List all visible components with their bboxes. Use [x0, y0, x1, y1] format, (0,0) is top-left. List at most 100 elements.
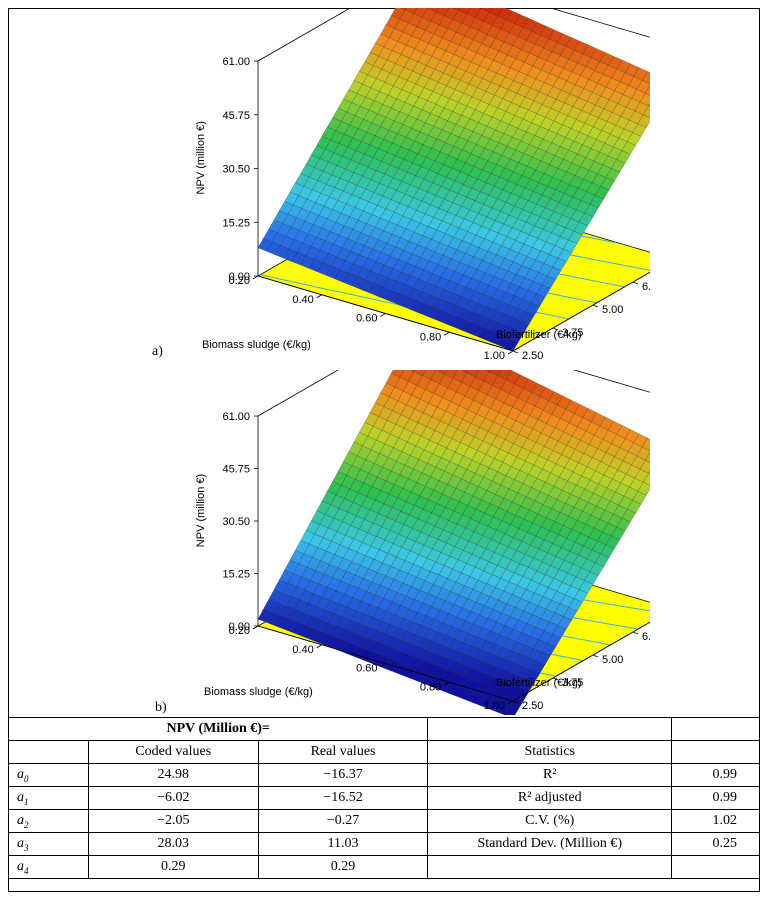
statistic-name: C.V. (%) [427, 809, 673, 833]
coded-value: −2.05 [87, 809, 259, 833]
statistic-name: Standard Dev. (Million €) [427, 832, 673, 856]
statistic-value: 0.99 [671, 786, 760, 810]
table-empty-cell [427, 717, 673, 741]
y-tick-mark [512, 700, 519, 704]
x-tick-label: 1.00 [484, 350, 505, 362]
real-value: 11.03 [257, 832, 429, 856]
y-tick-label: 5.00 [602, 654, 623, 666]
panel-label-a: a) [152, 344, 163, 359]
x-tick-label: 0.80 [420, 681, 441, 693]
x-tick-mark [316, 294, 322, 299]
coef-cell: a0 [8, 763, 89, 787]
real-value: −16.37 [257, 763, 429, 787]
x-tick-mark [252, 275, 259, 280]
y-tick-mark [552, 327, 559, 331]
x-tick-mark [444, 331, 450, 336]
table-body: a0 24.98 −16.37 R² 0.99 a1 −6.02 −16.52 R² adjus… [8, 763, 760, 879]
y-tick-mark [592, 304, 599, 308]
real-value: −0.27 [257, 809, 429, 833]
table-empty-cell [671, 740, 760, 764]
surface-plot-a: 61.00 45.75 30.50 15.25 0.00 NPV (million €) 0… [195, 8, 650, 362]
box-edge [572, 370, 650, 393]
table-row: a0 24.98 −16.37 R² 0.99 [8, 763, 760, 787]
table-row: a2 −2.05 −0.27 C.V. (%) 1.02 [8, 809, 760, 833]
y-tick-label: 2.50 [522, 700, 543, 712]
coef-cell: a4 [8, 855, 89, 879]
z-axis-label: NPV (million €) [195, 121, 207, 194]
y-tick-mark [552, 677, 559, 681]
statistic-name: R² [427, 763, 673, 787]
table-title-row: NPV (Million €)= [7, 717, 760, 741]
z-tick-label: 61.00 [222, 56, 250, 68]
coefficient-table: NPV (Million €)= Coded values Real value… [7, 717, 760, 879]
z-tick-label: 0.00 [229, 621, 250, 633]
z-tick-label: 45.75 [222, 464, 250, 476]
z-tick-label: 15.25 [222, 217, 250, 229]
box-edge [257, 370, 339, 417]
table-row: a3 28.03 11.03 Standard Dev. (Million €) 0.2… [8, 832, 760, 856]
statistic-value [671, 855, 760, 879]
statistic-name: R² adjusted [427, 786, 673, 810]
x-axis-label: Biomass sludge (€/kg) [202, 339, 311, 351]
x-tick-mark [507, 350, 514, 355]
x-tick-label: 1.00 [484, 700, 505, 712]
x-tick-label: 0.40 [292, 644, 313, 656]
y-tick-mark [512, 350, 519, 354]
real-value: −16.52 [257, 786, 429, 810]
table-row: a4 0.29 0.29 [8, 855, 760, 879]
col-header-real: Real values [257, 740, 429, 764]
y-tick-mark [592, 654, 599, 658]
surface-plot-b: 61.00 45.75 30.50 15.25 0.00 NPV (million €) 0… [195, 370, 650, 715]
table-empty-cell [8, 740, 89, 764]
statistic-name [427, 855, 673, 879]
coef-cell: a1 [8, 786, 89, 810]
surface-cell [257, 609, 273, 623]
box-edge [257, 8, 351, 62]
x-tick-label: 0.80 [420, 331, 441, 343]
x-tick-mark [252, 625, 259, 630]
z-tick-label: 15.25 [222, 569, 250, 581]
y-tick-mark [632, 281, 639, 285]
x-tick-mark [380, 313, 386, 317]
table-row: a1 −6.02 −16.52 R² adjusted 0.99 [8, 786, 760, 810]
x-tick-mark [507, 700, 514, 705]
y-axis-label: Biofertilizer (€/kg) [496, 329, 582, 341]
z-axis-label: NPV (million €) [195, 474, 207, 547]
y-tick-label: 3.75 [562, 677, 583, 689]
y-axis-label: Biofertilizer (€/kg) [496, 677, 582, 689]
y-tick-label: 6.25 [642, 631, 650, 643]
surface-mesh [257, 8, 650, 352]
x-tick-mark [316, 644, 322, 649]
x-tick-label: 0.20 [229, 625, 250, 637]
x-tick-mark [444, 681, 450, 686]
y-tick-label: 3.75 [562, 327, 583, 339]
x-tick-label: 0.40 [292, 294, 313, 306]
surface-cell [257, 238, 273, 252]
x-tick-label: 0.20 [229, 275, 250, 287]
coded-value: 0.29 [87, 855, 259, 879]
x-tick-mark [380, 663, 386, 667]
statistic-value: 1.02 [671, 809, 760, 833]
x-axis-label: Biomass sludge (€/kg) [204, 686, 313, 698]
box-edge [549, 8, 650, 38]
surface-mesh [257, 370, 650, 715]
y-tick-label: 6.25 [642, 281, 650, 293]
z-tick-label: 61.00 [222, 411, 250, 423]
coded-value: 28.03 [87, 832, 259, 856]
panel-label-b: b) [155, 700, 167, 715]
y-tick-label: 2.50 [522, 350, 543, 362]
real-value: 0.29 [257, 855, 429, 879]
z-tick-label: 30.50 [222, 164, 250, 176]
x-tick-label: 0.60 [356, 313, 377, 325]
y-tick-mark [632, 631, 639, 635]
figure-frame [8, 8, 760, 892]
z-tick-label: 30.50 [222, 516, 250, 528]
coef-cell: a2 [8, 809, 89, 833]
table-title: NPV (Million €)= [7, 717, 429, 741]
statistic-value: 0.25 [671, 832, 760, 856]
z-tick-label: 45.75 [222, 110, 250, 122]
coded-value: 24.98 [87, 763, 259, 787]
x-tick-label: 0.60 [356, 663, 377, 675]
col-header-coded: Coded values [87, 740, 259, 764]
coef-cell: a3 [8, 832, 89, 856]
